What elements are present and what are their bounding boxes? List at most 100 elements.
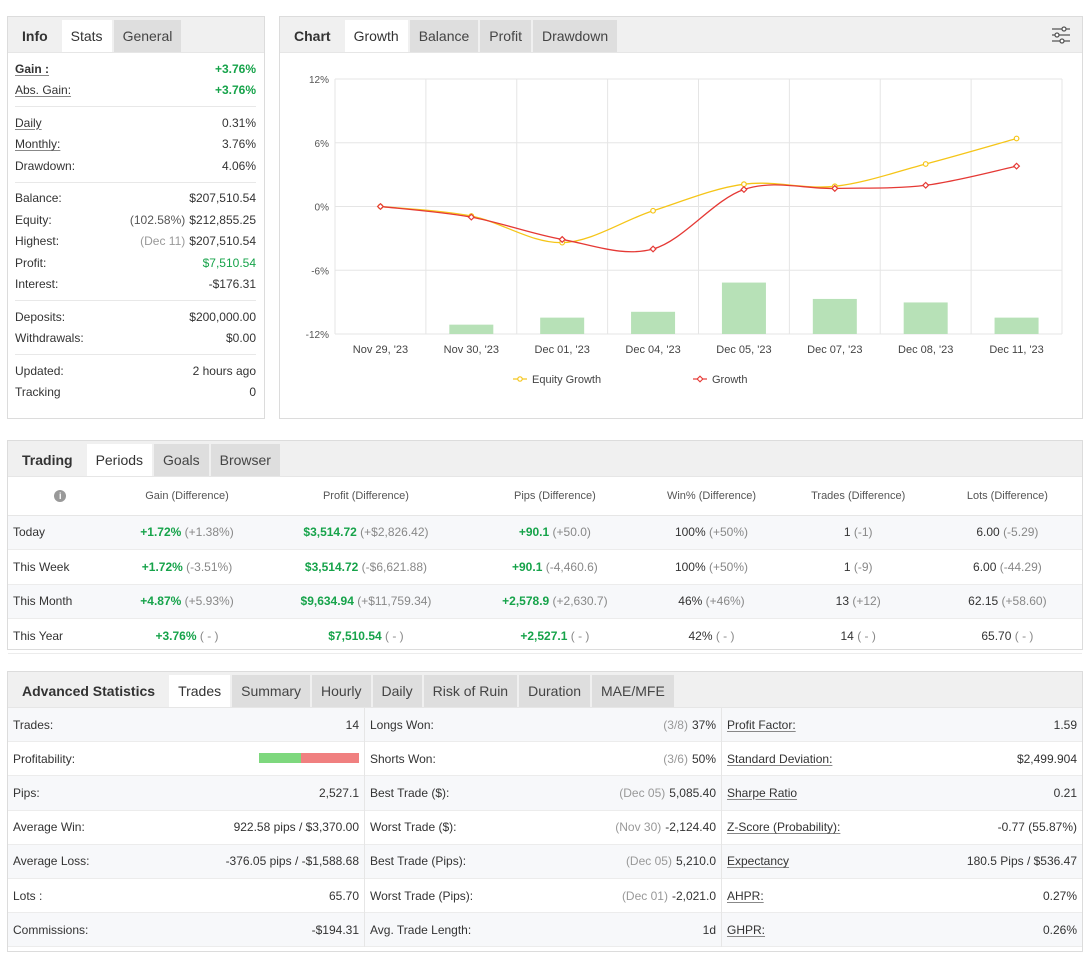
series-point[interactable] [741,181,747,188]
info-icon[interactable]: i [54,489,67,502]
tab-daily[interactable]: Daily [372,675,422,707]
adv-label[interactable]: Sharpe Ratio [727,785,798,800]
tab-trades[interactable]: Trades [169,675,231,707]
cell-difference: (+58.60) [1001,594,1047,609]
x-tick-label: Nov 30, '23 [444,344,499,356]
adv-row-longs-won: Longs Won: (3/8) 37% [365,708,721,743]
series-point[interactable] [922,161,929,167]
activity-bar [449,324,494,334]
adv-value-text: 65.70 [328,888,359,903]
adv-value-text: 5,210.0 [675,854,716,869]
cell-lots: 65.70 ( - ) [932,618,1082,654]
profitability-bar [259,752,359,763]
stat-row-balance: Balance: $207,510.54 [15,188,256,210]
adv-prefix: (3/6) [663,751,688,766]
column-header[interactable]: Gain (Difference) [112,477,262,516]
cell-value: +90.1 [512,559,543,574]
adv-value: 180.5 Pips / $536.47 [967,854,1077,868]
column-header[interactable]: Lots (Difference) [932,477,1082,516]
cell-pips: +2,527.1 ( - ) [470,618,640,654]
adv-value-text: 50% [691,751,716,766]
y-tick-label: 0% [315,203,330,214]
series-point[interactable] [922,181,930,189]
tab-duration[interactable]: Duration [519,675,591,707]
adv-row-profitability: Profitability: [8,742,364,777]
legend-item-growth[interactable]: Growth [693,374,747,386]
series-point[interactable] [467,213,475,221]
stat-value-text: 2 hours ago [192,363,256,378]
stat-row-profit: Profit: $7,510.54 [15,252,256,274]
period-label: This Week [8,549,113,585]
adv-value: -$194.31 [312,923,359,937]
tab-balance[interactable]: Balance [409,20,479,52]
stat-value: $200,000.00 [189,310,256,324]
series-point[interactable] [558,235,566,244]
cell-difference: (-9) [853,559,873,574]
tab-stats[interactable]: Stats [61,20,112,52]
adv-value-text: 14 [345,717,359,732]
adv-value: 14 [346,718,359,732]
cell-pips: +2,578.9 (+2,630.7) [470,584,640,619]
stat-value: 4.06% [222,159,256,173]
adv-row-shorts-won: Shorts Won: (3/6) 50% [365,742,721,777]
sliders-icon[interactable] [1050,25,1072,45]
cell-value: $9,634.94 [300,594,354,609]
adv-column-3: Profit Factor: 1.59 Standard Deviation: $2,… [722,708,1082,948]
tab-growth[interactable]: Growth [344,20,408,52]
cell-value: 100% [674,559,706,574]
series-point[interactable] [1013,135,1020,142]
adv-label[interactable]: Standard Deviation: [727,751,833,766]
tab-hourly[interactable]: Hourly [312,675,371,707]
stat-row-highest: Highest: (Dec 11) $207,510.54 [15,231,256,253]
adv-label[interactable]: Expectancy [727,854,790,869]
adv-row-worst-trade-pips: Worst Trade (Pips): (Dec 01) -2,021.0 [365,879,721,914]
column-header[interactable]: Win% (Difference) [639,477,784,516]
stat-value: $207,510.54 [189,191,256,205]
column-header[interactable]: Profit (Difference) [261,477,471,516]
stat-value-text: $200,000.00 [189,309,256,324]
cell-pips: +90.1 (+50.0) [470,515,640,550]
stat-label[interactable]: Monthly: [15,137,61,152]
adv-label[interactable]: Z-Score (Probability): [727,820,841,835]
legend-item-equity-growth[interactable]: Equity Growth [513,374,601,386]
tab-summary[interactable]: Summary [232,675,311,707]
adv-value-text: -376.05 pips / -$1,588.68 [225,854,359,869]
series-point[interactable] [376,202,385,211]
cell-gain: +1.72% (+1.38%) [112,515,262,550]
tab-general[interactable]: General [113,20,182,52]
adv-prefix: (Dec 01) [621,888,668,903]
column-header[interactable]: Pips (Difference) [470,477,640,516]
series-point[interactable] [831,184,839,193]
cell-trades: 1 (-9) [783,549,933,585]
adv-value: $2,499.904 [1017,752,1077,766]
adv-label[interactable]: AHPR: [727,888,764,903]
tab-periods[interactable]: Periods [86,444,153,476]
adv-label[interactable]: Profit Factor: [727,717,796,732]
stat-value: 0.31% [222,116,256,130]
adv-label[interactable]: GHPR: [727,922,766,937]
stat-value-text: $7,510.54 [202,255,256,270]
stat-label[interactable]: Abs. Gain: [15,83,72,98]
trading-panel: Trading Periods Goals Browser i Gain (Differ… [7,440,1083,654]
series-point[interactable] [650,207,656,214]
cell-trades: 14 ( - ) [783,618,933,654]
tab-profit[interactable]: Profit [480,20,531,52]
stat-label[interactable]: Gain : [15,61,50,76]
stat-label: Profit: [15,255,47,270]
adv-value: 922.58 pips / $3,370.00 [234,820,359,834]
tab-goals[interactable]: Goals [154,444,209,476]
adv-row-z-score-probability: Z-Score (Probability): -0.77 (55.87%) [722,811,1082,845]
adv-prefix: (Dec 05) [625,854,672,869]
tab-browser[interactable]: Browser [210,444,280,476]
tab-mae-mfe[interactable]: MAE/MFE [592,675,674,707]
series-point[interactable] [1012,162,1021,170]
cell-difference: ( - ) [715,628,735,643]
column-header[interactable]: Trades (Difference) [783,477,933,516]
series-point[interactable] [649,245,657,253]
x-tick-label: Dec 08, '23 [898,344,953,356]
cell-difference: (+$2,826.42) [360,525,429,540]
tab-risk-of-ruin[interactable]: Risk of Ruin [423,675,518,707]
tab-drawdown[interactable]: Drawdown [532,20,618,52]
series-point[interactable] [740,185,748,194]
stat-label[interactable]: Daily [15,115,42,130]
